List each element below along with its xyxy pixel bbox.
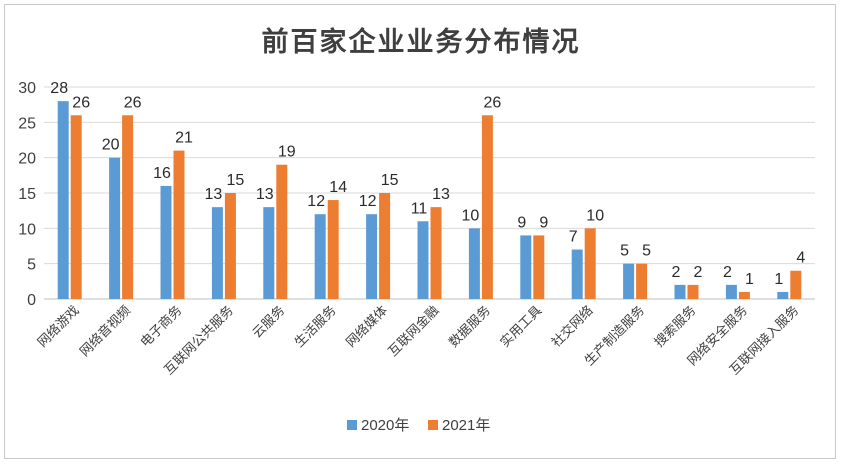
x-tick-label: 社交网络: [548, 303, 596, 351]
bar-2020年-实用工具: [520, 235, 532, 299]
bar-2020年-互联网公共服务: [211, 207, 223, 299]
y-tick-label: 10: [18, 221, 36, 238]
legend: 2020年 2021年: [347, 417, 490, 434]
bar-2020年-网络游戏: [57, 101, 69, 299]
x-tick-label: 生活服务: [291, 303, 339, 351]
data-label: 26: [72, 94, 90, 111]
data-label: 15: [227, 172, 245, 189]
bar-2021年-搜索服务: [687, 284, 699, 299]
x-tick-label: 网络媒体: [343, 303, 391, 351]
data-label: 5: [642, 243, 651, 260]
legend-label-2021: 2021年: [442, 417, 490, 434]
bars: [57, 101, 802, 300]
x-tick-label: 云服务: [249, 303, 288, 342]
bar-2021年-生活服务: [327, 200, 339, 299]
data-label: 21: [175, 130, 193, 147]
data-label: 26: [124, 94, 142, 111]
bar-2021年-生产制造服务: [636, 263, 648, 299]
data-label: 12: [307, 193, 325, 210]
bar-2021年-网络媒体: [379, 193, 391, 299]
y-tick-label: 30: [18, 80, 36, 97]
gridlines: [44, 86, 815, 300]
data-label: 2: [694, 264, 703, 281]
data-label: 19: [278, 144, 296, 161]
data-label: 4: [796, 250, 805, 267]
bar-2020年-网络媒体: [366, 214, 378, 299]
bar-2020年-搜索服务: [674, 284, 686, 299]
bar-2020年-电子商务: [160, 185, 172, 299]
bar-2021年-实用工具: [533, 235, 545, 299]
data-label: 5: [620, 243, 629, 260]
data-label: 20: [102, 137, 120, 154]
data-label: 11: [411, 200, 428, 217]
bar-2021年-互联网金融: [430, 207, 442, 299]
data-label: 13: [432, 186, 450, 203]
bar-2021年-网络安全服务: [738, 291, 750, 299]
x-tick-label: 数据服务: [446, 303, 494, 351]
bar-2020年-生产制造服务: [623, 263, 635, 299]
x-tick-label: 实用工具: [498, 303, 545, 350]
bar-2021年-云服务: [276, 164, 288, 299]
legend-swatch-2020: [347, 420, 357, 430]
y-tick-label: 15: [18, 186, 36, 203]
data-label: 1: [774, 271, 783, 288]
bar-2021年-电子商务: [173, 150, 185, 299]
data-label: 14: [329, 179, 347, 196]
x-tick-label: 网络游戏: [34, 303, 82, 351]
data-label: 26: [484, 94, 502, 111]
bar-2021年-互联网接入服务: [790, 270, 802, 299]
data-label: 10: [462, 207, 480, 224]
data-label: 2: [723, 264, 732, 281]
bar-2020年-互联网金融: [417, 221, 429, 299]
y-axis: 0 5 10 15 20 25 30: [18, 80, 36, 309]
bar-2021年-社交网络: [584, 228, 596, 299]
bar-2021年-网络音视频: [122, 115, 134, 300]
data-label: 7: [569, 229, 578, 246]
bar-2020年-网络音视频: [109, 157, 121, 299]
data-label: 2: [672, 264, 681, 281]
chart-title: 前百家企业业务分布情况: [261, 27, 581, 58]
bar-2021年-数据服务: [481, 115, 493, 300]
bar-2020年-互联网接入服务: [777, 291, 789, 299]
data-label: 16: [153, 165, 171, 182]
x-tick-label: 电子商务: [137, 303, 185, 351]
x-tick-label: 网络音视频: [77, 303, 134, 360]
data-label: 1: [745, 271, 754, 288]
data-label: 12: [359, 193, 377, 210]
data-label: 28: [50, 80, 68, 97]
y-tick-label: 5: [27, 257, 36, 274]
bar-2020年-社交网络: [571, 249, 583, 299]
bar-2021年-互联网公共服务: [224, 193, 236, 299]
data-label: 13: [205, 186, 223, 203]
data-label: 10: [586, 207, 604, 224]
data-label: 15: [381, 172, 399, 189]
x-tick-label: 搜索服务: [651, 303, 699, 351]
y-tick-label: 25: [18, 115, 36, 132]
legend-swatch-2021: [428, 420, 438, 430]
bar-2020年-生活服务: [314, 214, 326, 299]
bar-2020年-数据服务: [468, 228, 480, 299]
x-tick-label: 互联网金融: [385, 303, 442, 360]
legend-label-2020: 2020年: [361, 417, 409, 434]
y-tick-label: 20: [18, 151, 36, 168]
y-tick-label: 0: [27, 292, 36, 309]
bar-2021年-网络游戏: [70, 115, 82, 300]
bar-2020年-网络安全服务: [725, 284, 737, 299]
data-label: 13: [256, 186, 274, 203]
data-label: 9: [517, 214, 526, 231]
data-label: 9: [539, 214, 548, 231]
bar-2020年-云服务: [263, 207, 275, 299]
